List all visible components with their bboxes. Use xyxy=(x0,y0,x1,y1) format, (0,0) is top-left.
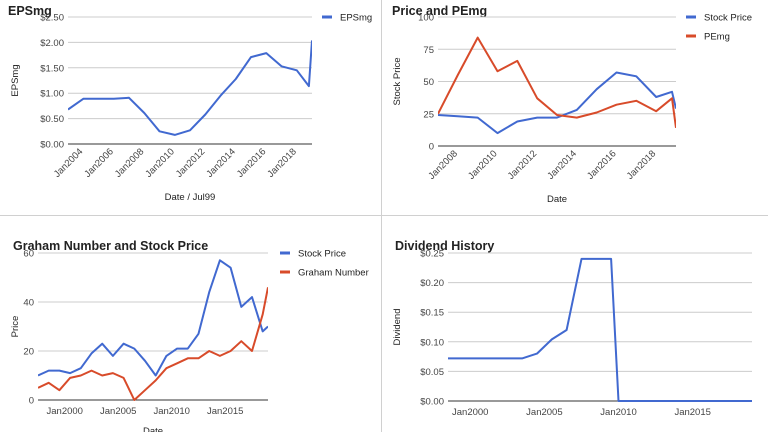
y-tick-label: $0.00 xyxy=(40,140,64,151)
x-tick-label: Jan2012 xyxy=(506,148,540,182)
legend-label: Stock Price xyxy=(704,13,752,24)
legend-label: PEmg xyxy=(704,32,730,43)
y-tick-label: $0.50 xyxy=(40,114,64,125)
series-line-stock-price xyxy=(38,259,268,377)
graham-chart-panel: Graham Number and Stock Price 0 20 40 60 Jan2… xyxy=(0,216,381,432)
x-tick-label: Jan2005 xyxy=(526,407,562,418)
dividend-chart: Dividend History $0.00 $0.05 $0.10 $0.15 $0.2… xyxy=(392,239,752,418)
y-tick-label: $0.15 xyxy=(420,308,444,319)
series-line-stock-price xyxy=(438,71,676,135)
x-tick-label: Jan2014 xyxy=(545,148,579,182)
y-tick-label: $0.20 xyxy=(420,278,444,289)
y-tick-label: 0 xyxy=(29,396,34,407)
x-tick-label: Jan2006 xyxy=(82,146,116,180)
y-tick-label: 25 xyxy=(423,109,434,120)
y-tick-label: 50 xyxy=(423,77,434,88)
x-tick-label: Jan2004 xyxy=(52,146,86,180)
y-tick-label: $0.10 xyxy=(420,337,444,348)
series-line-dividend xyxy=(448,257,752,402)
x-tick-label: Jan2005 xyxy=(100,406,136,417)
chart-title: Dividend History xyxy=(395,239,494,253)
x-tick-label: Jan2010 xyxy=(153,406,189,417)
y-tick-label: $0.05 xyxy=(420,367,444,378)
x-tick-label: Jan2015 xyxy=(207,406,243,417)
chart-title: Price and PEmg xyxy=(392,4,487,18)
x-tick-label: Jan2000 xyxy=(452,407,488,418)
price-pe-chart-panel: Price and PEmg 0 25 50 75 100 Jan2008 Jan2010 Ja… xyxy=(382,0,768,215)
legend-label: Graham Number xyxy=(298,268,369,279)
vertical-divider xyxy=(381,0,382,432)
y-tick-label: $2.00 xyxy=(40,38,64,49)
y-tick-label: 75 xyxy=(423,45,434,56)
horizontal-divider xyxy=(0,215,768,216)
y-tick-label: $0.25 xyxy=(420,249,444,260)
y-axis-title: Stock Price xyxy=(392,57,403,105)
x-tick-label: Jan2014 xyxy=(204,146,238,180)
y-tick-label: $2.50 xyxy=(40,13,64,24)
y-tick-label: $0.00 xyxy=(420,397,444,408)
eps-chart-panel: EPSmg $0.00 $0.50 $1.00 $1.50 $2.00 $2.50 Jan20… xyxy=(0,0,381,215)
y-axis-title: EPSmg xyxy=(10,64,21,96)
x-axis-title: Date xyxy=(143,426,163,432)
y-tick-label: 20 xyxy=(23,347,34,358)
y-axis-title: Dividend xyxy=(392,309,403,346)
y-tick-label: 0 xyxy=(429,142,434,153)
x-tick-label: Jan2012 xyxy=(174,146,208,180)
x-tick-label: Jan2008 xyxy=(113,146,147,180)
x-tick-label: Jan2008 xyxy=(426,148,460,182)
x-axis-title: Date / Jul99 xyxy=(165,192,216,203)
series-line-epsmg xyxy=(68,40,312,136)
x-axis-title: Date xyxy=(547,194,567,205)
legend-label: Stock Price xyxy=(298,249,346,260)
y-tick-label: 100 xyxy=(418,13,434,24)
x-tick-label: Jan2018 xyxy=(625,148,659,182)
x-tick-label: Jan2010 xyxy=(466,148,500,182)
x-tick-label: Jan2010 xyxy=(600,407,636,418)
y-tick-label: 60 xyxy=(23,249,34,260)
x-tick-label: Jan2015 xyxy=(674,407,710,418)
x-tick-label: Jan2000 xyxy=(47,406,83,417)
chart-title: Graham Number and Stock Price xyxy=(13,239,208,253)
x-tick-label: Jan2010 xyxy=(143,146,177,180)
y-tick-label: $1.50 xyxy=(40,63,64,74)
x-tick-label: Jan2016 xyxy=(235,146,269,180)
x-tick-label: Jan2018 xyxy=(265,146,299,180)
x-tick-label: Jan2016 xyxy=(585,148,619,182)
legend-label: EPSmg xyxy=(340,13,372,24)
y-tick-label: $1.00 xyxy=(40,89,64,100)
series-line-graham-number xyxy=(38,287,268,401)
graham-chart: Graham Number and Stock Price 0 20 40 60 Jan2… xyxy=(10,239,369,432)
y-axis-title: Price xyxy=(10,316,21,338)
y-tick-label: 40 xyxy=(23,298,34,309)
dividend-chart-panel: Dividend History $0.00 $0.05 $0.10 $0.15 $0.2… xyxy=(382,216,768,432)
eps-chart: EPSmg $0.00 $0.50 $1.00 $1.50 $2.00 $2.50 Jan20… xyxy=(8,4,372,203)
chart-title: EPSmg xyxy=(8,4,52,18)
series-line-pemg xyxy=(438,36,676,129)
